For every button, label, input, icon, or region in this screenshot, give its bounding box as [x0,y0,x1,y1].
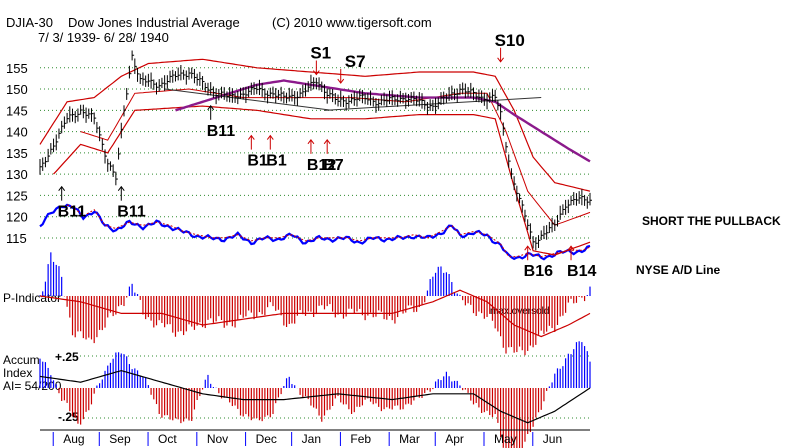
oscillator-panels [39,252,591,448]
signal-label: B14 [567,263,596,280]
signal-label: B12 [307,157,336,174]
price-tick-label: 115 [6,231,27,246]
signal-label: B11 [207,123,236,140]
accum-index-label-line3: AI= 54/200 [3,379,62,393]
price-tick-label: 155 [6,61,28,76]
signal-arrow-head [323,139,331,145]
signal-arrow-head [307,139,315,145]
accum-tick-minus: -.25 [58,410,79,424]
price-tick-label: 120 [6,210,28,225]
ma-purple-series [175,79,591,163]
signal-arrow-head [497,57,504,63]
month-label: Mar [399,432,420,446]
month-label: Feb [350,432,371,446]
month-axis: Aug Sep Oct Nov Dec Jan Feb Mar Apr May Jun [40,429,590,446]
signal-label: S1 [310,44,331,63]
price-axis-ticks: 155 150 145 140 135 130 125 120 115 [6,61,28,246]
signal-label: B7 [323,157,344,174]
signal-label: B11 [58,204,87,221]
signal-label: B16 [524,263,553,280]
ad-line-legend: NYSE A/D Line [636,263,721,277]
signal-label: S7 [345,52,366,71]
accum-tick-plus: +.25 [55,350,79,364]
price-tick-label: 125 [6,188,28,203]
accum-index-ma [39,369,591,424]
month-label: Nov [207,432,228,446]
signal-arrow-head [337,78,345,84]
chart-title: Dow Jones Industrial Average [68,15,240,30]
trendline-1 [164,88,333,111]
signal-label: S10 [495,31,525,50]
price-tick-label: 140 [6,125,28,140]
signal-arrow-head [524,245,532,251]
price-tick-label: 150 [6,82,28,97]
signal-arrow-head [247,134,255,140]
p-indicator-ma [39,289,591,338]
price-tick-label: 135 [6,146,28,161]
signal-label: B1 [247,153,268,170]
month-label: Jan [302,432,321,446]
month-label: Aug [63,432,84,446]
month-label: Apr [445,432,464,446]
month-label: Dec [256,432,277,446]
signal-label: B1 [266,153,287,170]
signal-arrow-head [266,134,274,140]
accum-index-label-line1: Accum [3,353,40,367]
price-tick-label: 130 [6,167,28,182]
price-bars [39,50,592,251]
accum-index-label-line2: Index [3,366,32,380]
signal-arrow-head [117,185,125,191]
band-lower-series [53,105,591,256]
signal-arrow-head [567,245,575,251]
month-label: May [494,432,517,446]
month-label: Jun [543,432,562,446]
signal-arrow-head [207,104,215,111]
note-short-the-pullback: SHORT THE PULLBACK [642,214,781,228]
price-tick-label: 145 [6,103,28,118]
month-label: Oct [158,432,177,446]
ad-line-layer [39,203,591,261]
signal-arrow-head [58,185,66,191]
chart-copyright: (C) 2010 www.tigersoft.com [272,15,432,30]
p-indicator-label: P-Indicator [3,291,61,305]
chart-date-range: 7/ 3/ 1939- 6/ 28/ 1940 [38,30,169,45]
signal-label: B11 [117,204,146,221]
ad-line-ma-series [66,204,591,258]
signal-arrow-head [312,70,320,76]
month-label: Sep [109,432,131,446]
chart-symbol: DJIA-30 [6,15,53,30]
